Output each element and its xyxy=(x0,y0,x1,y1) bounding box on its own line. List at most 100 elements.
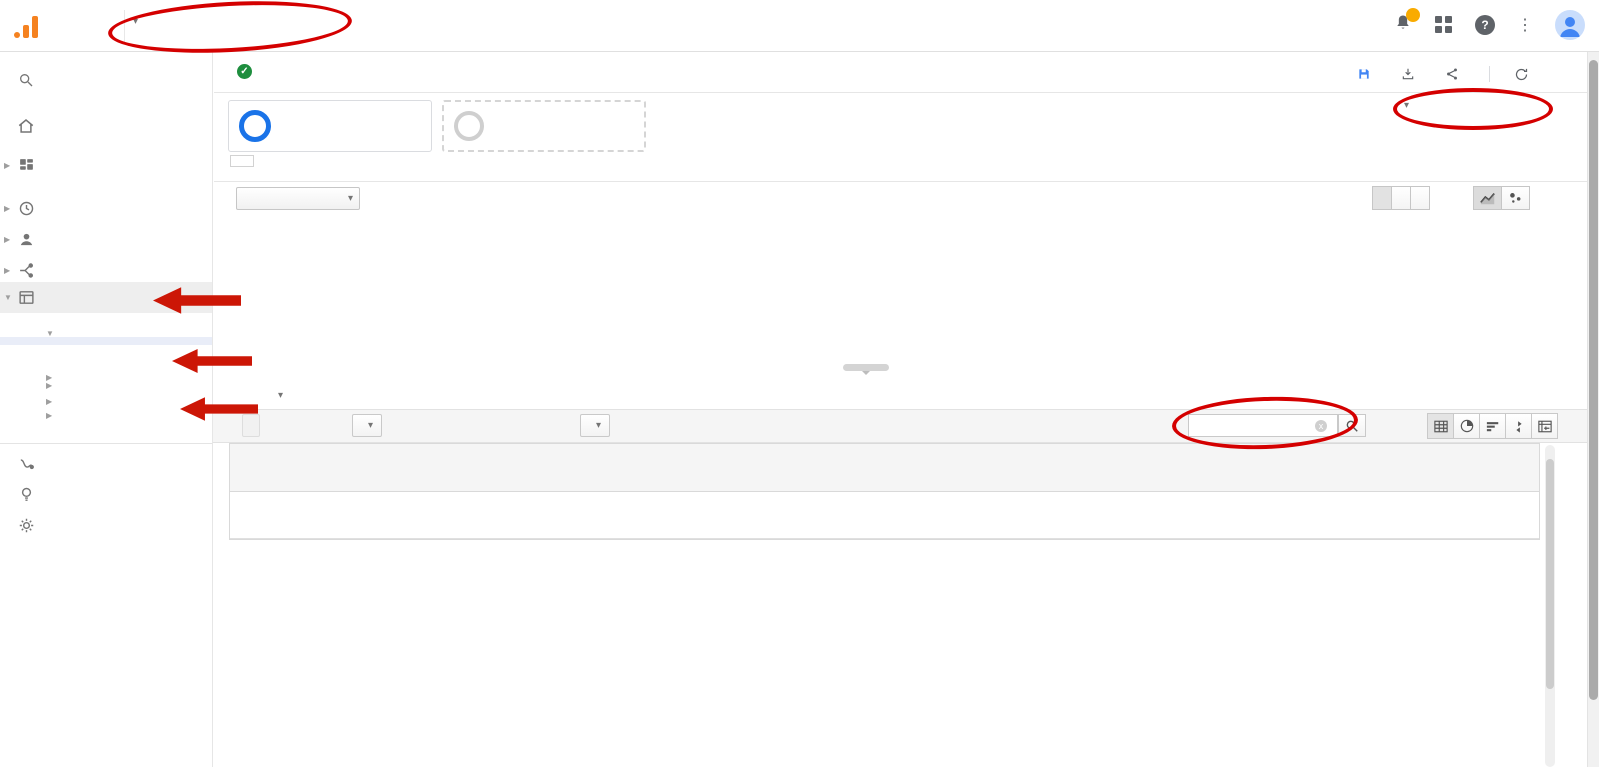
window-scrollbar-thumb[interactable] xyxy=(1589,60,1598,700)
chart-scroll-handle[interactable] xyxy=(843,364,889,375)
sidebar-item-content-drilldown[interactable] xyxy=(0,345,212,353)
pivot-icon xyxy=(1537,420,1552,432)
sidebar-item-home[interactable] xyxy=(0,110,212,141)
sidebar-item-personalization[interactable]: ▶ xyxy=(0,150,212,181)
save-icon xyxy=(1359,69,1369,79)
primary-dimension-row: ▾ xyxy=(230,389,283,401)
chevron-down-icon: ▾ xyxy=(368,420,374,431)
metric-select[interactable]: ▾ xyxy=(236,187,360,210)
table-scrollbar[interactable] xyxy=(1545,445,1555,767)
sidebar-item-events[interactable]: ▶ xyxy=(0,397,212,406)
export-button[interactable] xyxy=(1401,67,1421,81)
sidebar-item-acquisition[interactable]: ▶ xyxy=(0,255,212,286)
gear-icon xyxy=(16,517,36,534)
sidebar-item-publisher[interactable]: ▶ xyxy=(0,411,212,420)
report-actions xyxy=(1357,66,1535,82)
sidebar-search-input[interactable] xyxy=(46,72,200,88)
table-icon xyxy=(1433,420,1448,432)
home-icon xyxy=(16,117,36,135)
pivot-view-button[interactable] xyxy=(1531,413,1558,439)
table-totals-row xyxy=(230,492,1539,539)
line-chart-icon xyxy=(1479,192,1495,205)
percentage-view-button[interactable] xyxy=(1453,413,1480,439)
sidebar-item-all-pages[interactable] xyxy=(0,337,212,345)
sidebar-item-exit-pages[interactable] xyxy=(0,361,212,369)
granularity-month-button[interactable] xyxy=(1410,186,1430,210)
actions-divider xyxy=(1489,66,1490,82)
sidebar-item-attribution[interactable] xyxy=(0,448,212,479)
data-view-button[interactable] xyxy=(1427,413,1454,439)
download-icon xyxy=(1402,68,1414,80)
granularity-week-button[interactable] xyxy=(1391,186,1411,210)
chart-legend xyxy=(238,228,256,238)
secondary-dimension-button[interactable]: ▾ xyxy=(352,414,383,437)
chevron-down-icon: ▾ xyxy=(133,16,139,27)
line-chart-button[interactable] xyxy=(1473,186,1502,210)
sidebar-item-behavior-flow[interactable] xyxy=(0,321,212,329)
sidebar-item-site-search[interactable]: ▶ xyxy=(0,381,212,390)
granularity-buttons xyxy=(1372,186,1430,210)
share-button[interactable] xyxy=(1445,67,1465,81)
page-title: ✓ xyxy=(230,64,252,79)
sidebar-item-site-content[interactable]: ▼ xyxy=(0,329,212,338)
motion-chart-button[interactable] xyxy=(1501,186,1530,210)
divider xyxy=(214,181,1599,182)
include-in-chart-button[interactable] xyxy=(242,414,260,437)
segment-all-users[interactable] xyxy=(228,100,432,152)
account-selector[interactable]: ▾ xyxy=(133,6,138,29)
insights-button[interactable] xyxy=(1514,67,1535,82)
person-icon xyxy=(16,231,36,248)
add-segment-button[interactable] xyxy=(442,100,646,152)
traffic-chart[interactable] xyxy=(233,245,1530,358)
topbar-divider xyxy=(124,10,125,42)
sidebar-item-landing-pages[interactable] xyxy=(0,353,212,361)
table-toolbar xyxy=(213,409,1599,443)
sidebar-item-realtime[interactable]: ▶ xyxy=(0,193,212,224)
sidebar-item-experiments[interactable] xyxy=(0,427,212,435)
table-search-input[interactable] xyxy=(1196,418,1315,433)
clock-icon xyxy=(16,200,36,217)
divider xyxy=(214,92,1599,93)
sidebar-item-behavior[interactable]: ▼ xyxy=(0,282,212,313)
sidebar-item-discover[interactable] xyxy=(0,479,212,510)
motion-chart-icon xyxy=(1509,193,1520,203)
sort-type-select[interactable]: ▾ xyxy=(580,414,611,437)
dimension-others[interactable]: ▾ xyxy=(278,390,284,401)
comparison-view-button[interactable] xyxy=(1505,413,1532,439)
window-scrollbar[interactable] xyxy=(1587,52,1599,767)
sidebar-item-behavior-overview[interactable] xyxy=(0,313,212,321)
segment-ring-icon xyxy=(454,111,484,141)
chevron-down-icon: ▾ xyxy=(347,193,353,204)
behavior-icon xyxy=(16,289,36,306)
tab-explorer[interactable] xyxy=(230,155,254,167)
search-button[interactable] xyxy=(1338,414,1366,437)
sidebar-item-admin[interactable] xyxy=(0,510,212,541)
clear-search-icon[interactable]: x xyxy=(1315,419,1327,432)
pie-chart-icon xyxy=(1460,419,1473,433)
personalization-icon xyxy=(16,157,36,174)
date-range-selector[interactable]: ▾ xyxy=(1398,100,1544,111)
performance-view-button[interactable] xyxy=(1479,413,1506,439)
search-icon xyxy=(1346,420,1358,432)
kebab-menu-icon[interactable]: ⋮ xyxy=(1517,17,1533,34)
apps-grid-icon[interactable] xyxy=(1435,16,1453,34)
sidebar-item-site-speed[interactable]: ▶ xyxy=(0,373,212,382)
verified-check-icon: ✓ xyxy=(237,64,252,79)
avatar[interactable] xyxy=(1555,10,1585,40)
sidebar-search[interactable] xyxy=(0,52,212,104)
granularity-day-button[interactable] xyxy=(1372,186,1392,210)
insights-icon xyxy=(1515,68,1528,80)
analytics-logo-icon[interactable] xyxy=(14,14,40,38)
help-icon[interactable]: ? xyxy=(1475,15,1495,35)
sidebar: ▶ ▶ ▶ ▶ ▼ ▼ xyxy=(0,52,213,767)
notifications-button[interactable] xyxy=(1393,7,1420,38)
expand-down-icon: ▼ xyxy=(4,293,12,302)
table-view-buttons xyxy=(1427,413,1558,439)
expand-right-icon: ▶ xyxy=(4,235,11,244)
top-bar: ▾ ? ⋮ xyxy=(0,0,1599,52)
table-scrollbar-thumb[interactable] xyxy=(1546,459,1554,689)
save-button[interactable] xyxy=(1357,67,1377,81)
sidebar-item-audience[interactable]: ▶ xyxy=(0,224,212,255)
expand-right-icon: ▶ xyxy=(4,161,11,170)
